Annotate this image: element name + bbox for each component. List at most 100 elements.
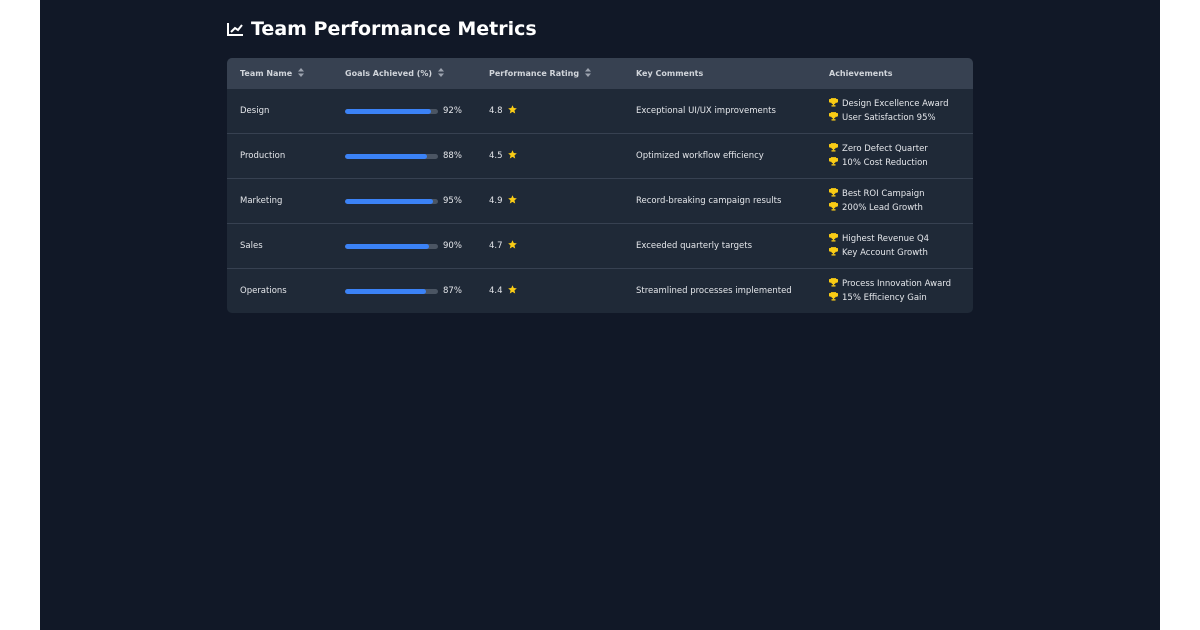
achievements-cell: Zero Defect Quarter 10% Cost Reduction — [816, 133, 973, 179]
sort-icon — [438, 67, 445, 79]
goal-label: 88% — [443, 151, 462, 161]
goal: 92% — [345, 106, 476, 116]
column-header[interactable]: Goals Achieved (%) — [332, 58, 476, 89]
trophy-icon — [828, 143, 842, 155]
achievement-text: Key Account Growth — [842, 248, 928, 258]
comment-cell: Exceeded quarterly targets — [623, 223, 816, 269]
trophy-icon — [828, 233, 842, 245]
achievement: Zero Defect Quarter — [828, 142, 973, 156]
star-icon — [503, 285, 517, 297]
page-header: Team Performance Metrics — [227, 16, 537, 42]
achievement: Best ROI Campaign — [828, 187, 973, 201]
goal-label: 92% — [443, 106, 462, 116]
trophy-icon — [828, 247, 842, 259]
achievements-cell: Process Innovation Award 15% Efficiency G… — [816, 268, 973, 313]
achievement: Design Excellence Award — [828, 97, 973, 111]
rating: 4.5 — [489, 150, 623, 162]
team-cell: Design — [227, 88, 332, 134]
goal-cell: 88% — [332, 133, 476, 179]
metrics-table: Team Name Goals Achieved (%) Performance R… — [227, 58, 973, 313]
achievement: User Satisfaction 95% — [828, 111, 973, 125]
trophy-icon — [828, 112, 842, 124]
achievement-text: Process Innovation Award — [842, 279, 952, 289]
trophy-icon — [828, 98, 842, 110]
achievement: Process Innovation Award — [828, 277, 973, 291]
rating: 4.8 — [489, 105, 623, 117]
rating: 4.9 — [489, 195, 623, 207]
goal-cell: 92% — [332, 88, 476, 134]
comment-cell: Optimized workflow efficiency — [623, 133, 816, 179]
trophy-icon — [828, 292, 842, 304]
goal: 90% — [345, 241, 476, 251]
team-cell: Sales — [227, 223, 332, 269]
achievements-cell: Best ROI Campaign 200% Lead Growth — [816, 178, 973, 224]
trophy-icon — [828, 157, 842, 169]
rating-cell: 4.7 — [476, 223, 623, 269]
sort-icon — [298, 67, 305, 79]
achievement-text: 15% Efficiency Gain — [842, 293, 927, 303]
achievement-text: Highest Revenue Q4 — [842, 234, 930, 244]
goal-cell: 87% — [332, 268, 476, 313]
rating-value: 4.9 — [489, 196, 503, 206]
rating-cell: 4.4 — [476, 268, 623, 313]
rating-cell: 4.5 — [476, 133, 623, 179]
column-label: Goals Achieved (%) — [345, 68, 433, 78]
progress-track — [345, 108, 438, 114]
trophy-icon — [828, 202, 842, 214]
comment: Optimized workflow efficiency — [636, 151, 764, 161]
achievements-cell: Highest Revenue Q4 Key Account Growth — [816, 223, 973, 269]
progress-fill — [345, 243, 429, 249]
achievements-cell: Design Excellence Award User Satisfaction… — [816, 88, 973, 134]
team-cell: Operations — [227, 268, 332, 313]
page-title: Team Performance Metrics — [251, 18, 537, 40]
comment-cell: Record-breaking campaign results — [623, 178, 816, 224]
goal: 87% — [345, 286, 476, 296]
header-row: Team Name Goals Achieved (%) Performance R… — [227, 58, 973, 89]
column-header: Achievements — [816, 58, 973, 89]
column-label: Team Name — [240, 68, 293, 78]
team-cell: Production — [227, 133, 332, 179]
star-icon — [503, 105, 517, 117]
achievement: 15% Efficiency Gain — [828, 291, 973, 305]
progress-track — [345, 243, 438, 249]
goal-label: 87% — [443, 286, 462, 296]
table-body: Design 92% 4.8 Exceptional UI/UX improvemen… — [227, 88, 973, 313]
goal: 95% — [345, 196, 476, 206]
goal-cell: 95% — [332, 178, 476, 224]
table-row: Production 88% 4.5 Optimized workflow effic… — [227, 133, 973, 179]
column-header: Key Comments — [623, 58, 816, 89]
comment: Record-breaking campaign results — [636, 196, 782, 206]
trophy-icon — [828, 188, 842, 200]
goal: 88% — [345, 151, 476, 161]
progress-track — [345, 198, 438, 204]
team-name: Operations — [240, 286, 287, 296]
achievement-text: 200% Lead Growth — [842, 203, 923, 213]
column-label: Achievements — [829, 68, 893, 78]
achievement-text: 10% Cost Reduction — [842, 158, 928, 168]
rating-value: 4.5 — [489, 151, 503, 161]
team-name: Sales — [240, 241, 263, 251]
progress-fill — [345, 108, 431, 114]
achievement: Highest Revenue Q4 — [828, 232, 973, 246]
progress-track — [345, 153, 438, 159]
table-row: Sales 90% 4.7 Exceeded quarterly targets Hig… — [227, 223, 973, 269]
star-icon — [503, 150, 517, 162]
achievement-text: Zero Defect Quarter — [842, 144, 928, 154]
team-name: Design — [240, 106, 270, 116]
column-label: Key Comments — [636, 68, 704, 78]
achievement-text: Design Excellence Award — [842, 99, 949, 109]
progress-track — [345, 288, 438, 294]
star-icon — [503, 195, 517, 207]
column-header[interactable]: Performance Rating — [476, 58, 623, 89]
rating-value: 4.8 — [489, 106, 503, 116]
chart-icon — [227, 23, 243, 36]
achievement: 10% Cost Reduction — [828, 156, 973, 170]
star-icon — [503, 240, 517, 252]
rating-cell: 4.8 — [476, 88, 623, 134]
team-name: Production — [240, 151, 286, 161]
progress-fill — [345, 153, 427, 159]
table-row: Operations 87% 4.4 Streamlined processes im… — [227, 268, 973, 313]
rating-value: 4.7 — [489, 241, 503, 251]
comment-cell: Exceptional UI/UX improvements — [623, 88, 816, 134]
column-header[interactable]: Team Name — [227, 58, 332, 89]
